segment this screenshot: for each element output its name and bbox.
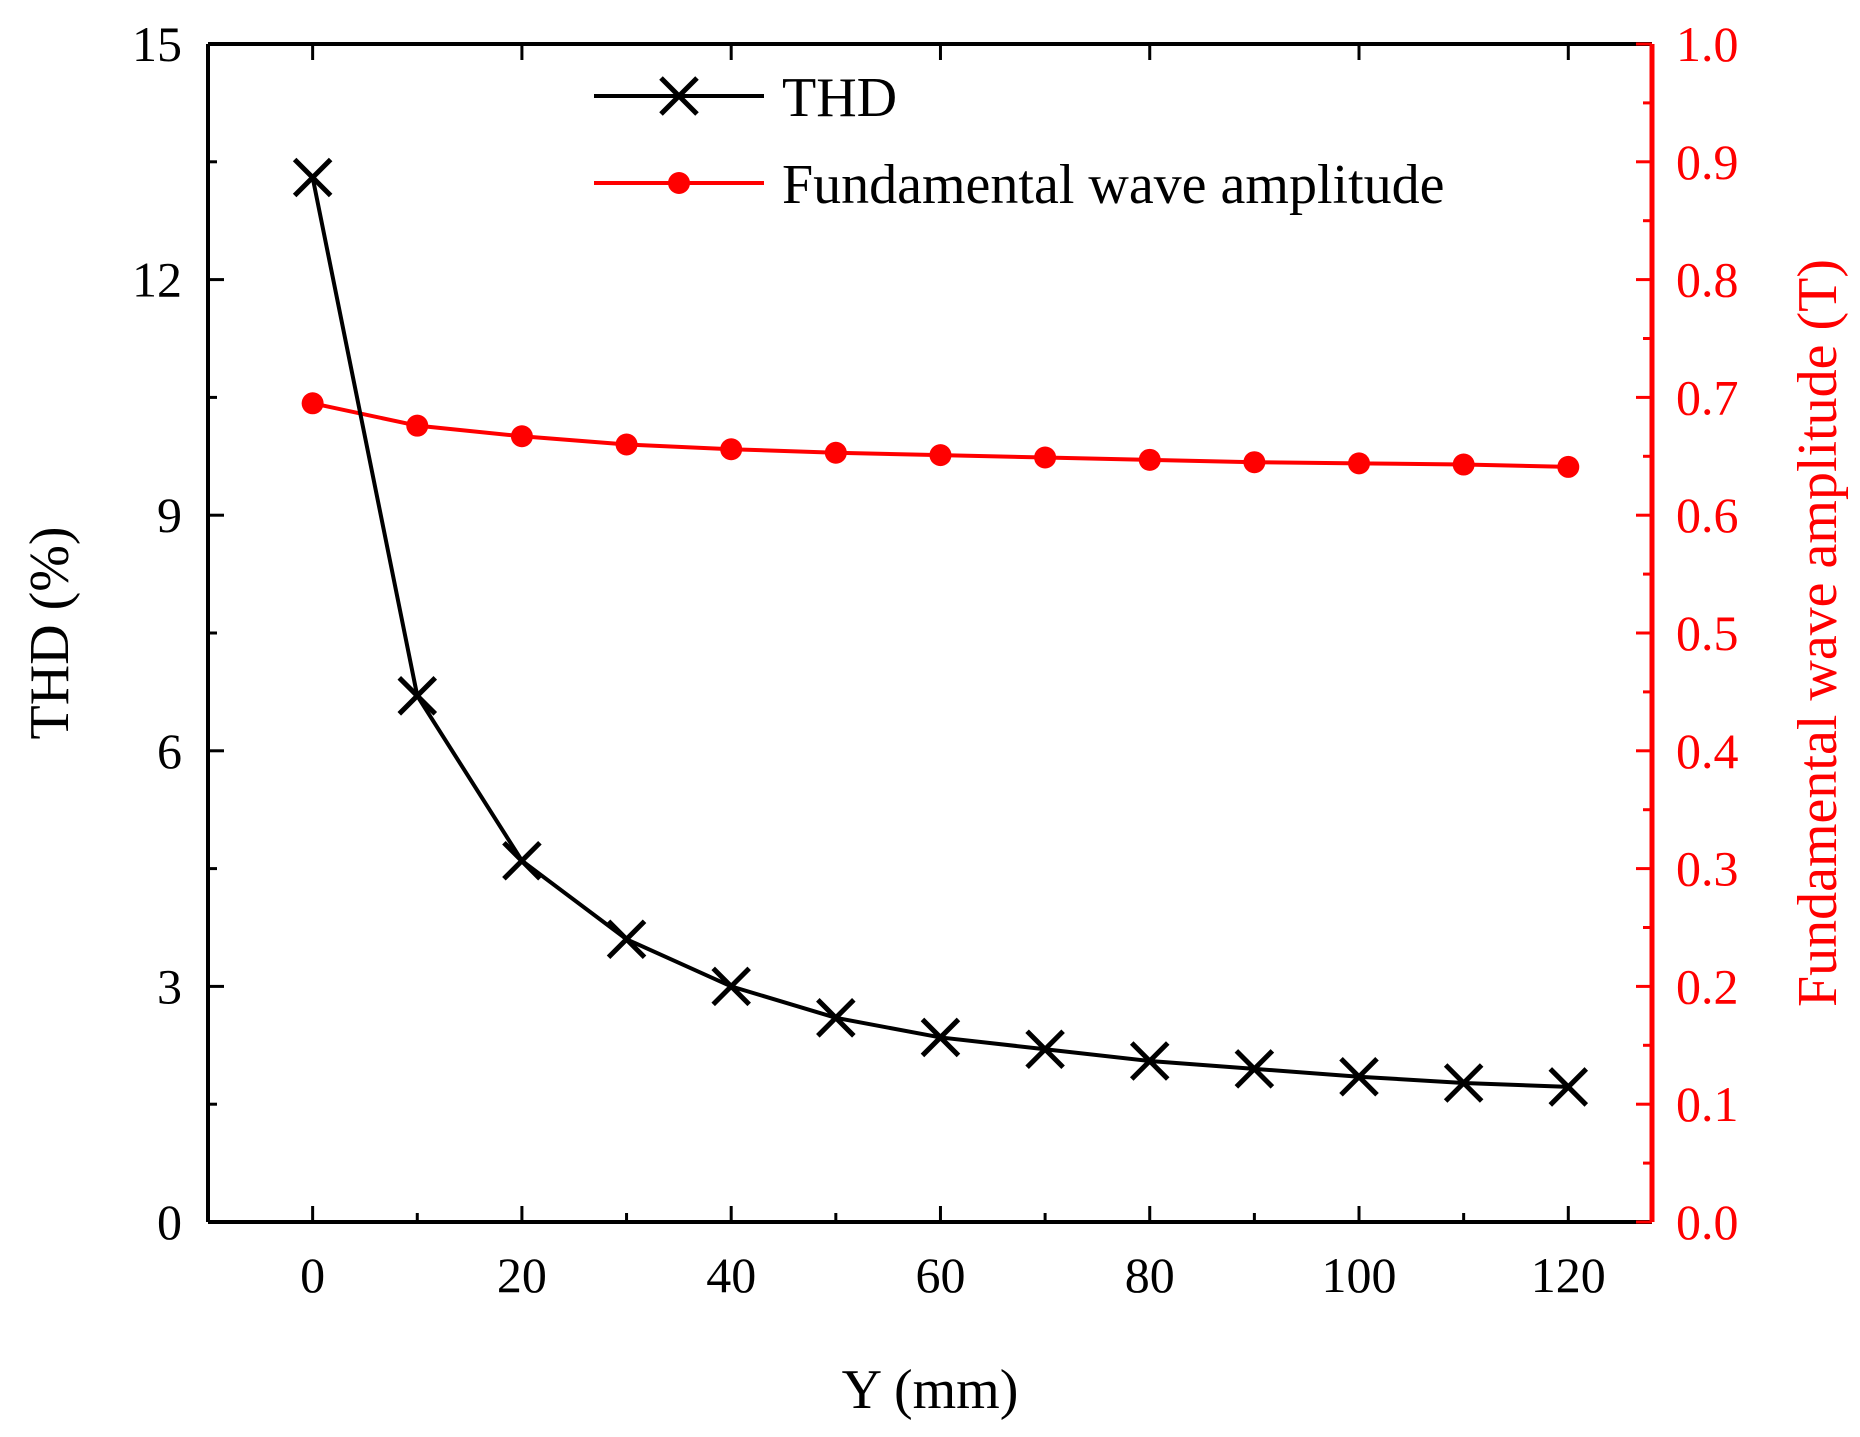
- y2-tick-label: 0.5: [1676, 605, 1739, 661]
- data-point-fundamental-amplitude: [1452, 453, 1475, 476]
- legend-label-thd: THD: [782, 67, 897, 129]
- legend-marker-thd: [659, 76, 699, 116]
- data-point-thd: [1025, 1029, 1065, 1069]
- data-point-fundamental-amplitude: [929, 444, 952, 467]
- y2-tick-label: 0.6: [1676, 487, 1739, 543]
- data-point-thd: [502, 840, 542, 881]
- data-point-fundamental-amplitude: [1034, 446, 1057, 469]
- data-point-fundamental-amplitude: [406, 414, 429, 437]
- x-tick-label: 20: [497, 1247, 547, 1303]
- data-point-thd: [920, 1017, 961, 1058]
- data-point-fundamental-amplitude: [1243, 451, 1266, 474]
- y2-tick-label: 0.7: [1676, 369, 1739, 425]
- y2-tick-label: 1.0: [1676, 16, 1739, 72]
- data-point-thd: [1443, 1063, 1484, 1103]
- data-point-thd: [1339, 1056, 1379, 1097]
- y2-tick-label: 0.0: [1676, 1194, 1739, 1250]
- data-point-fundamental-amplitude: [824, 441, 847, 464]
- data-point-thd: [292, 157, 333, 198]
- y2-tick-label: 0.9: [1676, 134, 1739, 190]
- series-line-thd: [310, 177, 1569, 1089]
- data-point-fundamental-amplitude: [1348, 452, 1371, 475]
- x-tick-label: 120: [1531, 1247, 1606, 1303]
- data-point-fundamental-amplitude: [510, 425, 533, 448]
- data-point-thd: [1234, 1049, 1275, 1089]
- data-point-thd: [1129, 1041, 1170, 1081]
- y-tick-label: 6: [157, 723, 182, 779]
- y-axis-title: THD (%): [19, 526, 81, 739]
- x-tick-label: 40: [706, 1247, 756, 1303]
- x-tick-label: 60: [915, 1247, 965, 1303]
- data-point-thd: [606, 919, 647, 960]
- x-tick-label: 100: [1322, 1247, 1397, 1303]
- y-tick-label: 3: [157, 958, 182, 1014]
- y2-axis-title: Fundamental wave amplitude (T): [1787, 259, 1849, 1007]
- x-tick-label: 80: [1125, 1247, 1175, 1303]
- data-point-thd: [397, 676, 438, 716]
- legend-label-fundamental-amplitude: Fundamental wave amplitude: [782, 154, 1444, 216]
- y2-tick-label: 0.2: [1676, 958, 1739, 1014]
- data-point-thd: [816, 998, 856, 1038]
- y-tick-label: 9: [157, 487, 182, 543]
- y2-tick-label: 0.4: [1676, 723, 1739, 779]
- y-tick-label: 15: [132, 16, 182, 72]
- y2-tick-label: 0.8: [1676, 252, 1739, 308]
- data-point-thd: [711, 966, 751, 1007]
- data-point-fundamental-amplitude: [720, 438, 743, 461]
- y-tick-label: 0: [157, 1194, 182, 1250]
- data-point-fundamental-amplitude: [301, 392, 324, 415]
- data-point-fundamental-amplitude: [615, 433, 638, 456]
- x-axis-title: Y (mm): [842, 1359, 1019, 1421]
- y2-tick-label: 0.3: [1676, 841, 1739, 897]
- data-point-thd: [1548, 1067, 1589, 1107]
- data-point-fundamental-amplitude: [1138, 448, 1161, 471]
- x-tick-label: 0: [300, 1247, 325, 1303]
- y-tick-label: 12: [132, 252, 182, 308]
- y2-tick-label: 0.1: [1676, 1076, 1739, 1132]
- legend-marker-fundamental-amplitude: [668, 172, 690, 194]
- data-point-fundamental-amplitude: [1557, 455, 1580, 478]
